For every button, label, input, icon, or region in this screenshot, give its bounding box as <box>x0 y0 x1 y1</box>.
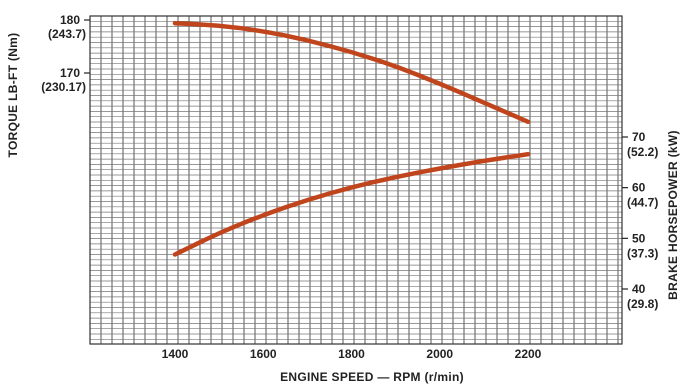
left-y-axis-label: TORQUE LB-FT (Nm) <box>6 33 20 158</box>
left-tick-sublabel-180: (243.7) <box>48 27 86 41</box>
x-tick-label-1600: 1600 <box>250 347 277 361</box>
x-tick-label-1800: 1800 <box>338 347 365 361</box>
left-tick-sublabel-170: (230.17) <box>41 80 86 94</box>
horsepower-curve <box>172 151 531 257</box>
x-tick-label-2000: 2000 <box>426 347 453 361</box>
right-y-axis-label: BRAKE HORSEPOWER (kW) <box>666 130 680 300</box>
right-tick-label-60: 60 <box>632 181 646 195</box>
x-axis-label: ENGINE SPEED — RPM (r/min) <box>280 370 464 384</box>
right-tick-sublabel-70: (52.2) <box>627 145 658 159</box>
tick-layer: 1400 1600 1800 2000 2200 180(243.7) 170(230.17… <box>41 13 658 361</box>
left-tick-label-180: 180 <box>60 13 80 27</box>
x-tick-label-1400: 1400 <box>162 347 189 361</box>
grid <box>89 15 623 345</box>
x-tick-label-2200: 2200 <box>515 347 542 361</box>
right-tick-sublabel-50: (37.3) <box>627 246 658 260</box>
series-layer <box>172 20 531 257</box>
right-tick-label-40: 40 <box>632 282 646 296</box>
left-tick-label-170: 170 <box>60 66 80 80</box>
right-tick-label-50: 50 <box>632 231 646 245</box>
right-tick-sublabel-40: (29.8) <box>627 297 658 311</box>
right-tick-label-70: 70 <box>632 130 646 144</box>
right-tick-sublabel-60: (44.7) <box>627 196 658 210</box>
plot-frame <box>89 15 623 345</box>
torque-curve <box>172 20 531 125</box>
